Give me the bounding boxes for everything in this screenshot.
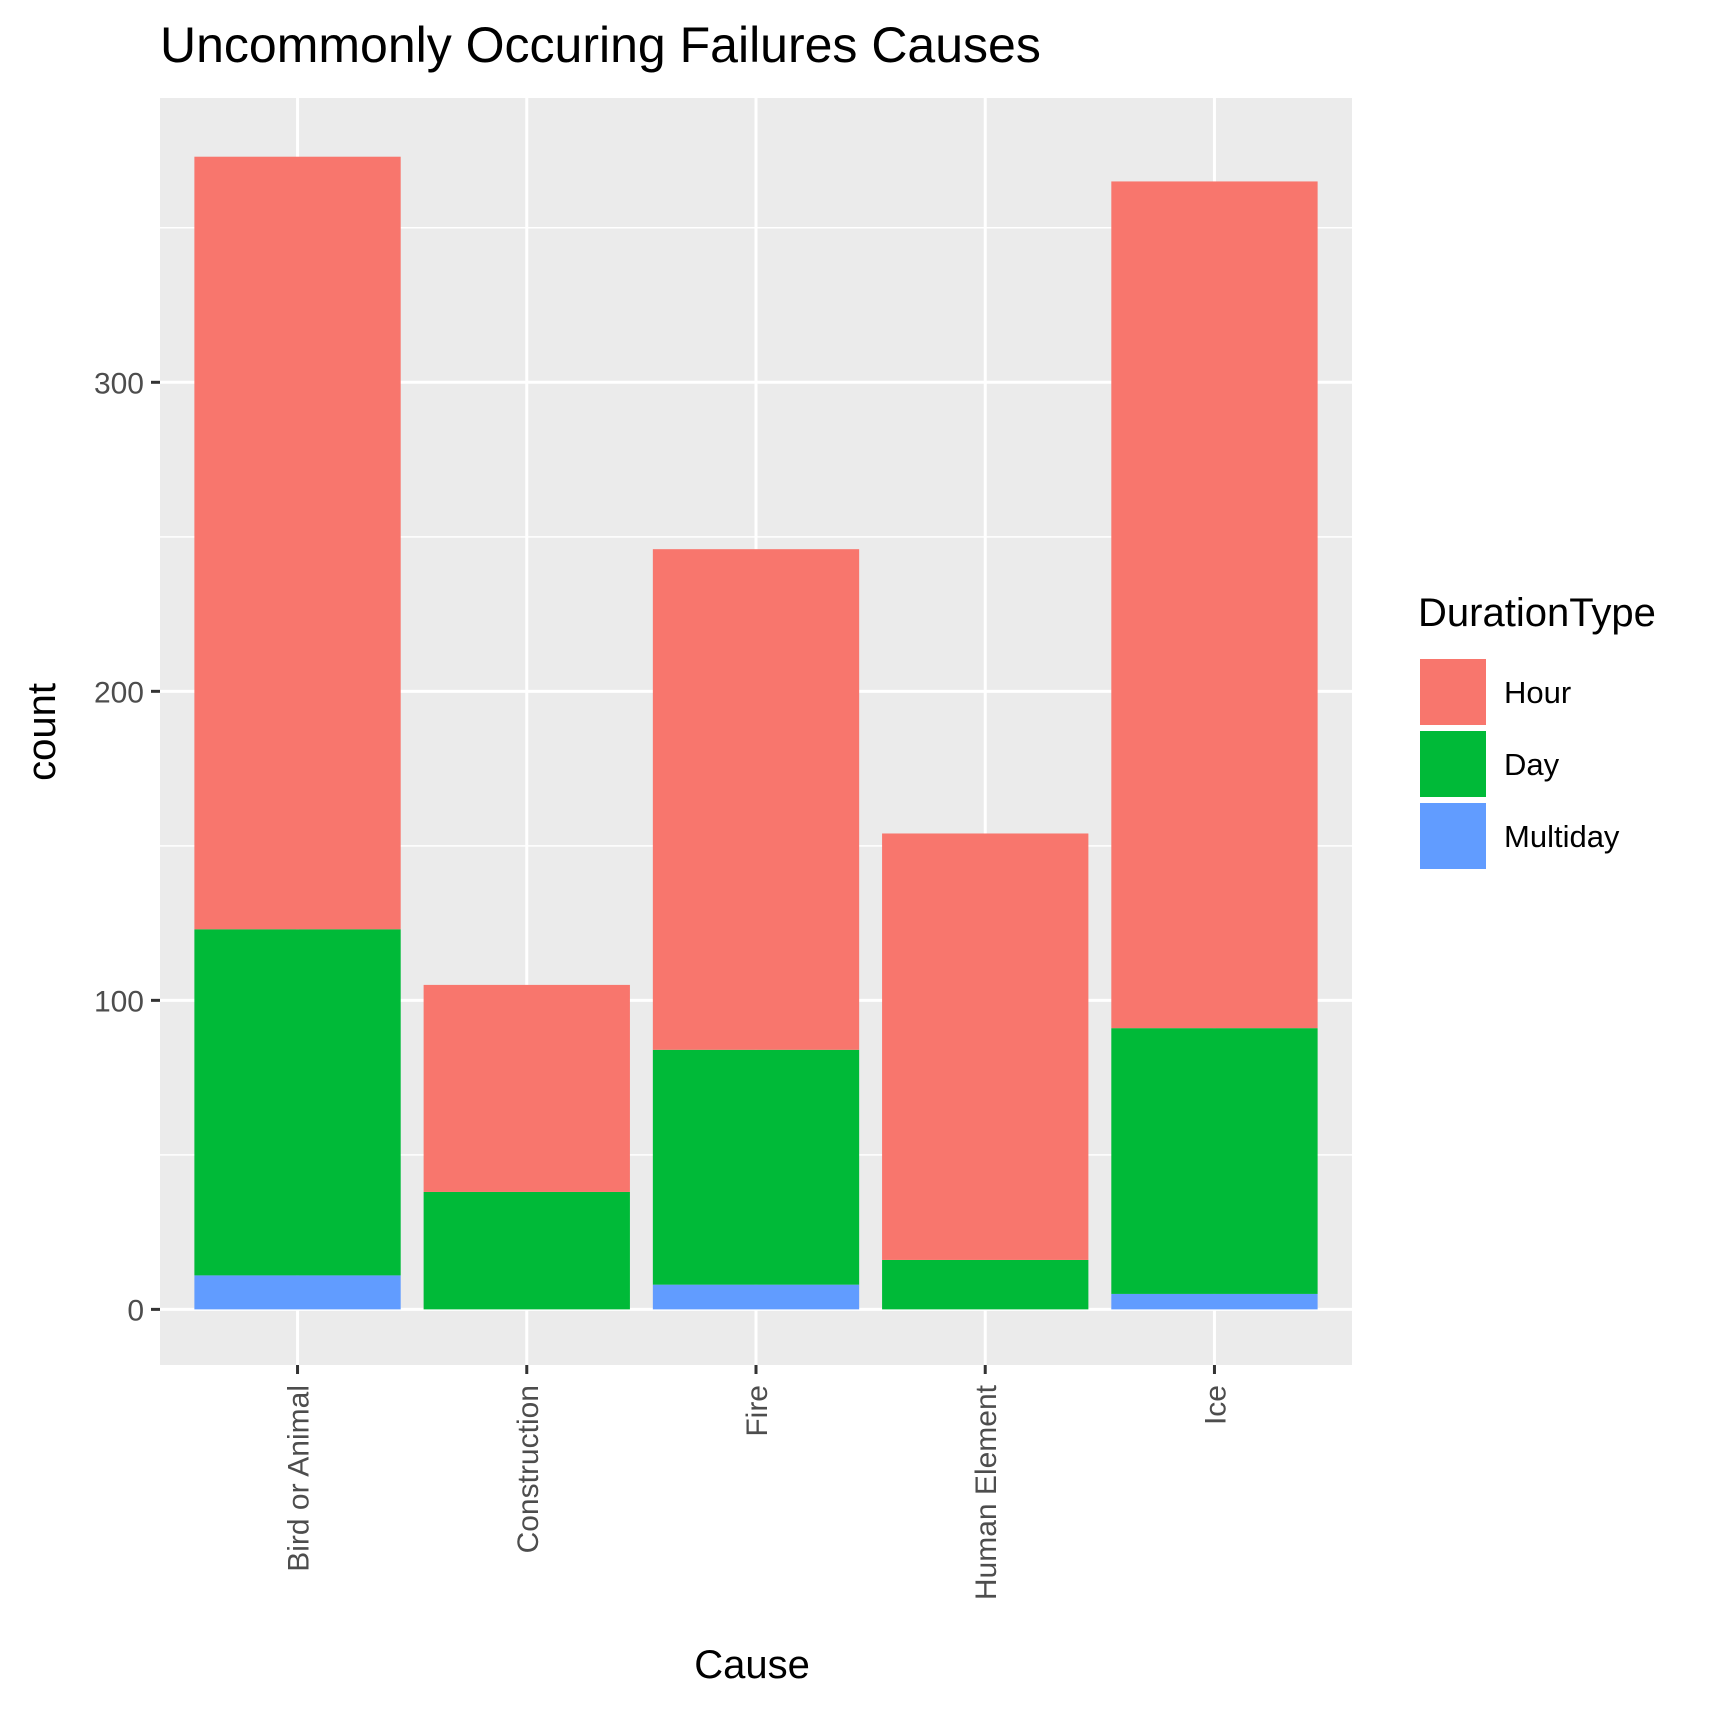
legend-swatch-multiday (1420, 803, 1486, 869)
x-tick-label: Bird or Animal (283, 1385, 316, 1572)
legend: DurationType Hour Day Multiday (1418, 591, 1656, 871)
bar-hour-human-element (882, 833, 1089, 1260)
legend-title: DurationType (1418, 591, 1656, 635)
legend-label-hour: Hour (1504, 675, 1571, 710)
legend-swatch-hour (1420, 659, 1486, 725)
bar-hour-bird-or-animal (194, 156, 401, 930)
x-tick-label: Human Element (970, 1384, 1003, 1600)
bar-day-fire (652, 1049, 860, 1285)
bar-day-construction (423, 1191, 630, 1310)
bar-hour-construction (423, 984, 630, 1192)
x-tick-label: Ice (1199, 1385, 1232, 1425)
bar-day-bird-or-animal (194, 929, 401, 1276)
bar-multiday-ice (1111, 1293, 1318, 1310)
x-tick-label: Fire (741, 1385, 774, 1437)
legend-label-day: Day (1504, 747, 1560, 782)
y-axis-title: count (20, 683, 64, 781)
bar-hour-ice (1111, 181, 1318, 1029)
y-tick-label: 0 (127, 1294, 144, 1327)
y-tick-label: 100 (94, 985, 144, 1018)
bar-day-human-element (882, 1259, 1089, 1310)
y-tick-label: 300 (94, 367, 144, 400)
legend-swatch-day (1420, 731, 1486, 797)
bar-hour-fire (652, 549, 860, 1050)
x-tick-label: Construction (512, 1385, 545, 1553)
chart-title: Uncommonly Occuring Failures Causes (160, 17, 1041, 73)
bar-multiday-fire (652, 1284, 860, 1310)
axes-layer: 0 100 200 300 Bird or Animal Construction Fire… (94, 367, 1233, 1600)
x-axis-title: Cause (694, 1643, 810, 1687)
legend-label-multiday: Multiday (1504, 819, 1620, 854)
bar-day-ice (1111, 1028, 1318, 1294)
bar-multiday-bird-or-animal (194, 1275, 401, 1310)
y-tick-label: 200 (94, 676, 144, 709)
bars-layer (194, 156, 1318, 1310)
